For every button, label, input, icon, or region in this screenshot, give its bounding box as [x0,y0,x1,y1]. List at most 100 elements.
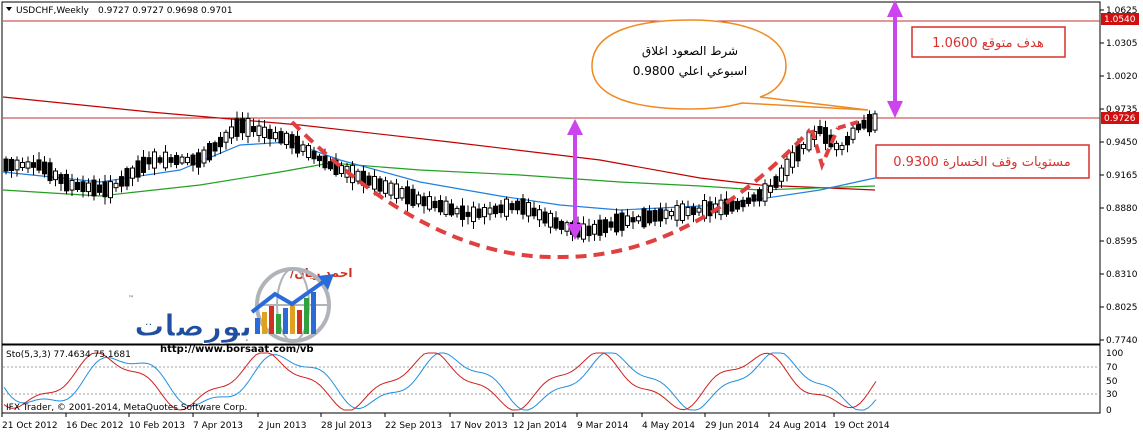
candle [190,154,196,166]
candle [366,175,372,186]
candle [548,212,553,228]
candle [773,176,779,188]
candle [102,181,108,198]
callout-line-2: اسبوعي اعلي 0.9800 [633,64,747,79]
candle [14,159,20,171]
time-tick-label: 19 Oct 2014 [834,421,890,431]
candle [284,132,289,146]
candle [377,178,383,192]
candle [509,203,515,211]
price-tick-label: 0.8595 [1106,237,1138,247]
stop-loss-label-box: مستويات وقف الخسارة 0.9300 [875,144,1090,179]
time-tick-label: 28 Jul 2013 [321,421,372,431]
candle [614,213,619,233]
time-tick-label: 29 Jun 2014 [705,421,759,431]
target-projection-arrow [887,0,903,118]
candle [212,142,218,152]
candle [608,221,614,228]
trend-arrow-icon [250,278,328,314]
candle [696,207,702,213]
price-tick-label: 0.8310 [1106,270,1138,280]
candle [421,196,427,207]
candle [465,211,471,217]
candle [306,145,311,159]
candle [729,200,735,212]
candle [42,161,47,175]
candle [823,127,828,144]
candle [251,126,256,133]
candle [399,188,405,199]
candle [559,220,564,230]
candle [856,123,861,131]
candle [487,207,493,215]
price-tick-label: 0.9165 [1106,171,1138,181]
candle [394,183,399,199]
candle [520,198,526,215]
candle [454,207,460,215]
oscillator-tick-label: 50 [1106,377,1118,387]
candle [201,149,207,164]
candle [58,174,64,184]
candle [20,161,25,169]
candle [504,198,509,217]
candle [410,188,416,206]
candle [295,135,300,154]
candle [471,206,476,223]
logo-url[interactable]: http://www.borsaat.com/vb [160,344,314,355]
candle [427,196,432,210]
cup-pattern-dashed-curve [290,120,812,260]
candle [680,203,685,221]
time-tick-label: 21 Oct 2012 [2,421,58,431]
candle [240,118,245,134]
symbol-dropdown-icon[interactable] [6,7,12,11]
candle [691,206,696,216]
time-tick-label: 16 Dec 2012 [66,421,124,431]
target-price-badge [1101,13,1139,25]
candle [460,205,465,220]
candle [124,168,130,187]
candle [289,134,295,149]
time-tick-label: 22 Sep 2013 [385,421,442,431]
candle [443,200,449,215]
candle [91,179,97,197]
stochastic-lines [3,352,877,411]
candle [630,217,636,223]
candle [86,182,91,193]
candle [757,189,762,202]
handle-end-dash [837,120,859,130]
stop-loss-label: مستويات وقف الخسارة 0.9300 [893,155,1070,170]
candle [383,180,388,194]
candle [229,126,234,139]
candle [515,200,520,211]
candle [36,159,42,171]
candle [801,143,806,150]
candle [834,142,839,151]
time-tick-label: 4 May 2014 [642,421,695,431]
candle [493,205,498,215]
time-tick-label: 17 Nov 2013 [450,421,508,431]
candle [372,175,377,190]
candle [438,199,443,213]
candle [762,183,768,202]
candle [262,126,267,138]
borsaat-logo: /احمد ريان بورصات http://www.borsaat.com… [128,266,352,355]
candle [234,118,240,137]
candle [619,212,625,231]
time-tick-label: 2 Jun 2013 [258,421,306,431]
candle [537,209,542,221]
time-tick-label: 7 Apr 2013 [193,421,243,431]
candle [207,143,212,161]
svg-text:™: ™ [128,295,134,302]
candle [449,203,454,216]
candle [592,223,597,235]
candle [553,217,559,229]
candle [685,206,691,217]
price-axis: 1.0625 1.0305 1.0020 0.9735 0.9450 0.9165 0.88… [1100,6,1138,346]
candle [724,198,729,215]
time-tick-label: 12 Jan 2014 [513,421,567,431]
candle [542,211,548,224]
price-tick-label: 0.9450 [1106,138,1138,148]
price-tick-label: 1.0020 [1106,72,1138,82]
candle [355,170,361,182]
